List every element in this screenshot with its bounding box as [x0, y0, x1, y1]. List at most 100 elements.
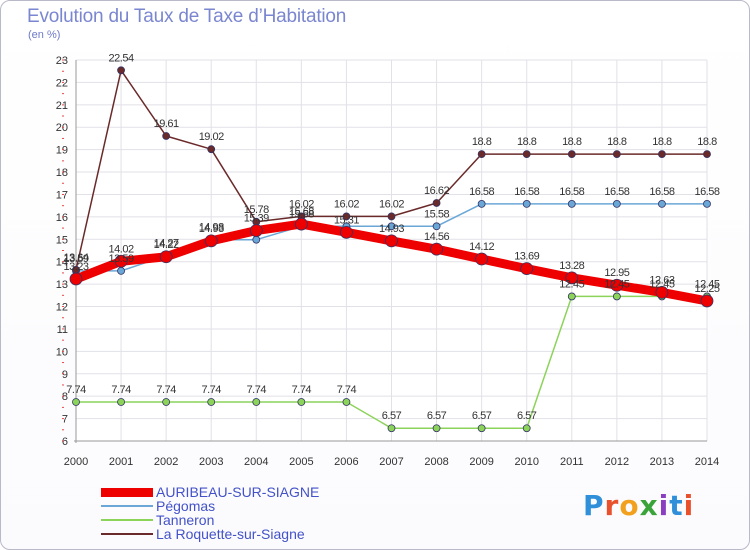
data-label-auribeau: 12.25 — [694, 283, 719, 295]
data-point-pegomas — [612, 199, 621, 208]
data-label-tanneron: 6.57 — [427, 410, 447, 422]
x-tick-label: 2002 — [154, 456, 178, 468]
x-tick-label: 2000 — [64, 456, 88, 468]
data-point-pegomas — [703, 199, 711, 208]
x-tick-label: 2007 — [379, 456, 403, 468]
data-point-auribeau — [565, 271, 579, 285]
data-point-pegomas — [387, 222, 396, 231]
logo-letter: i — [658, 489, 670, 522]
data-point-pegomas — [252, 235, 261, 244]
data-label-tanneron: 12.45 — [649, 278, 674, 290]
x-tick-label: 2009 — [469, 456, 493, 468]
logo-letter: t — [669, 489, 684, 522]
data-label-pegomas: 15.58 — [289, 208, 314, 220]
data-point-tanneron — [432, 424, 441, 433]
data-label-auribeau: 15.68 — [289, 206, 314, 218]
data-label-pegomas: 14.27 — [154, 238, 179, 250]
data-label-tanneron: 7.74 — [292, 384, 312, 396]
data-label-tanneron: 6.57 — [517, 410, 537, 422]
data-label-la-roquette: 18.8 — [517, 136, 537, 148]
data-label-auribeau: 13.69 — [514, 251, 539, 263]
data-point-auribeau — [204, 234, 218, 248]
data-label-tanneron: 7.74 — [337, 384, 357, 396]
data-point-auribeau — [610, 278, 624, 292]
data-point-auribeau — [340, 225, 353, 239]
data-point-tanneron — [297, 398, 306, 406]
legend-swatch — [101, 533, 153, 535]
data-point-la-roquette — [342, 212, 351, 221]
y-tick-label: 22 — [56, 77, 68, 89]
x-tick-label: 2005 — [289, 456, 313, 468]
legend-label: Tanneron — [156, 512, 215, 528]
y-tick-label: 23 — [56, 55, 68, 67]
data-point-auribeau — [385, 234, 398, 248]
x-tick-label: 2014 — [695, 456, 719, 468]
data-point-la-roquette — [612, 150, 621, 159]
logo-letter: i — [683, 489, 695, 522]
data-point-tanneron — [612, 292, 621, 301]
logo-letter: r — [604, 489, 620, 522]
x-tick-label: 2008 — [424, 456, 448, 468]
data-point-tanneron — [207, 398, 216, 406]
data-label-auribeau: 13.28 — [559, 260, 584, 272]
data-label-la-roquette: 13.64 — [63, 252, 88, 264]
x-tick-label: 2010 — [514, 456, 538, 468]
data-point-auribeau — [475, 252, 489, 266]
unit-label: (en %) — [28, 29, 61, 41]
chart-title: Evolution du Taux de Taxe d’Habitation — [27, 6, 347, 27]
data-point-tanneron — [162, 398, 171, 406]
data-point-tanneron — [522, 424, 531, 433]
data-label-auribeau: 15.39 — [244, 213, 269, 225]
data-point-la-roquette — [162, 132, 171, 140]
x-tick-label: 2004 — [244, 456, 268, 468]
data-label-pegomas: 13.59 — [109, 253, 134, 265]
data-point-la-roquette — [567, 150, 576, 159]
data-label-la-roquette: 16.02 — [379, 198, 404, 210]
data-point-la-roquette — [658, 150, 666, 159]
data-label-auribeau: 14.93 — [199, 223, 224, 235]
data-label-pegomas: 16.58 — [559, 186, 584, 198]
x-tick-label: 2001 — [109, 456, 133, 468]
y-tick-label: 13 — [56, 279, 68, 291]
data-point-pegomas — [522, 199, 531, 208]
data-label-auribeau: 13.23 — [63, 261, 88, 273]
data-label-auribeau: 14.22 — [154, 239, 179, 251]
data-point-tanneron — [342, 398, 351, 406]
y-tick-label: 11 — [57, 324, 68, 336]
data-point-la-roquette — [387, 212, 396, 221]
data-point-auribeau — [114, 254, 128, 268]
y-tick-label: 21 — [56, 100, 68, 112]
data-label-pegomas: 13.59 — [63, 253, 88, 265]
data-point-la-roquette — [117, 66, 125, 75]
data-label-pegomas: 15.58 — [424, 208, 449, 220]
data-point-tanneron — [72, 398, 80, 406]
legend-swatch — [101, 488, 153, 497]
data-label-la-roquette: 18.8 — [652, 136, 672, 148]
y-tick-label: 16 — [56, 212, 68, 224]
data-label-auribeau: 14.93 — [379, 223, 404, 235]
y-tick-label: 18 — [56, 167, 68, 179]
data-point-la-roquette — [477, 150, 486, 159]
logo-letter: x — [639, 489, 659, 522]
legend-swatch — [101, 519, 153, 521]
data-label-pegomas: 14.98 — [199, 222, 224, 234]
data-point-auribeau — [700, 294, 714, 308]
legend-swatch — [101, 505, 153, 507]
data-point-tanneron — [567, 292, 576, 301]
data-label-la-roquette: 18.8 — [697, 136, 717, 148]
data-point-auribeau — [520, 262, 534, 276]
data-point-tanneron — [477, 424, 486, 433]
data-label-la-roquette: 16.02 — [289, 198, 314, 210]
data-label-la-roquette: 18.8 — [562, 136, 582, 148]
y-tick-label: 15 — [56, 234, 68, 246]
data-point-tanneron — [117, 398, 125, 406]
data-point-pegomas — [477, 199, 486, 208]
data-point-auribeau — [430, 242, 443, 256]
data-label-tanneron: 7.74 — [247, 384, 267, 396]
data-label-pegomas: 16.58 — [604, 186, 629, 198]
logo-letter: o — [619, 489, 640, 522]
x-tick-label: 2011 — [560, 456, 584, 468]
logo-letter: P — [583, 489, 605, 522]
